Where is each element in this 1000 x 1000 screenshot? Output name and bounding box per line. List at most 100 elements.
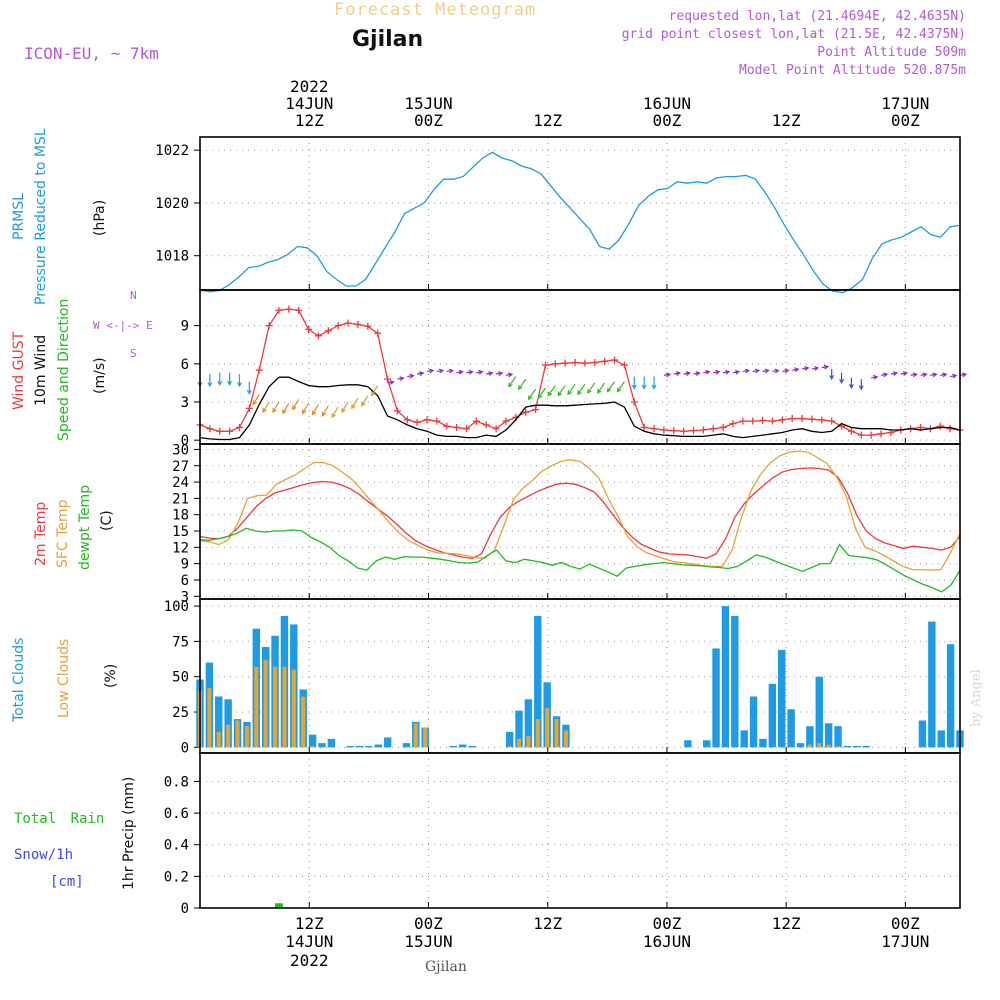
- wind-arrow-head: [705, 369, 711, 375]
- ytick-label-temperature: 30: [172, 442, 189, 458]
- gust-marker: [936, 422, 944, 430]
- wind-arrow-head: [321, 411, 327, 417]
- gust-marker: [551, 360, 559, 368]
- gust-marker: [709, 425, 717, 433]
- top-day-label: 16JUN: [643, 94, 691, 113]
- gust-marker: [314, 332, 322, 340]
- top-hour-label: 00Z: [652, 111, 681, 130]
- wind-arrow: [302, 402, 310, 414]
- bar-clouds-1: [817, 743, 822, 748]
- gust-marker: [640, 423, 648, 431]
- wind-arrow-head: [754, 368, 760, 374]
- ytick-label-clouds: 50: [172, 670, 189, 686]
- panel-frame-temperature: [199, 443, 961, 600]
- ytick-label-temperature: 6: [181, 573, 189, 589]
- wind-arrow-head: [764, 368, 770, 374]
- bottom-hour-label: 12Z: [533, 914, 562, 933]
- wind-arrow-head: [695, 371, 701, 376]
- gust-marker: [867, 431, 875, 439]
- wind-arrow-head: [227, 380, 233, 386]
- gust-marker: [749, 417, 757, 425]
- bar-clouds-0: [768, 683, 777, 748]
- bar-clouds-0: [787, 709, 795, 748]
- wind-arrow-head: [823, 364, 830, 370]
- ytick-label-temperature: 24: [172, 475, 189, 491]
- gust-marker: [788, 415, 796, 423]
- wind-arrow-head: [839, 378, 845, 384]
- wind-arrow: [311, 404, 319, 415]
- bar-clouds-1: [291, 669, 296, 748]
- bar-clouds-0: [740, 730, 748, 748]
- wind-arrow-head: [438, 368, 445, 374]
- gust-marker: [877, 430, 885, 438]
- wind-gust-label: Wind GUST: [11, 331, 27, 410]
- bar-clouds-0: [721, 606, 730, 748]
- wind-arrow-head: [246, 389, 252, 395]
- bar-clouds-1: [807, 744, 812, 748]
- wind-arrow-head: [794, 367, 800, 373]
- wind-arrow-head: [262, 407, 267, 414]
- wind-arrow: [272, 401, 280, 413]
- bar-clouds-0: [374, 744, 382, 748]
- ytick-label-wind: 9: [181, 319, 189, 335]
- wind-arrow-head: [361, 401, 366, 407]
- wind-arrow-head: [641, 384, 647, 390]
- top-day-label: 14JUN: [285, 94, 333, 113]
- bar-precip-0: [275, 903, 283, 908]
- wind-arrow-head: [468, 369, 474, 375]
- bottom-hour-label: 12Z: [295, 914, 324, 933]
- wind-arrow: [567, 383, 576, 395]
- wind-arrow-head: [912, 372, 918, 378]
- wind-arrow-head: [784, 368, 790, 374]
- gust-marker: [620, 361, 628, 369]
- footer-location: Gjilan: [425, 959, 467, 975]
- ytick-label-clouds: 75: [172, 634, 189, 650]
- prmsl-label: PRMSL: [11, 193, 27, 240]
- low-clouds-label: Low Clouds: [56, 638, 72, 718]
- wind-arrow-head: [873, 374, 879, 380]
- gust-marker: [798, 415, 806, 423]
- gust-marker: [305, 325, 313, 333]
- wind-unit-label: (m/s): [92, 357, 108, 394]
- bar-clouds-0: [515, 710, 523, 748]
- bar-clouds-0: [449, 745, 458, 748]
- gust-marker: [591, 359, 599, 367]
- gust-marker: [541, 361, 549, 369]
- wind-arrow-head: [282, 409, 287, 415]
- top-hour-label: 12Z: [295, 111, 324, 130]
- location-title: Gjilan: [352, 27, 424, 52]
- bar-clouds-1: [507, 745, 512, 748]
- bar-clouds-1: [273, 666, 278, 748]
- total-rain-label: Total Rain: [14, 811, 105, 827]
- wind-arrow-head: [507, 372, 514, 378]
- requested-coords: requested lon,lat (21.4694E, 42.4635N): [668, 9, 966, 24]
- bar-clouds-0: [806, 726, 814, 748]
- gust-marker: [393, 407, 401, 415]
- bar-clouds-1: [301, 696, 306, 748]
- bottom-hour-label: 00Z: [414, 914, 443, 933]
- wind-arrow-head: [587, 388, 592, 394]
- gust-marker: [818, 416, 826, 424]
- wind-arrow: [557, 385, 566, 396]
- bar-clouds-1: [216, 731, 221, 748]
- gust-marker: [324, 327, 332, 335]
- wind-arrow-head: [301, 409, 307, 415]
- wind-arrow: [528, 388, 537, 400]
- bar-clouds-1: [554, 719, 559, 748]
- ytick-label-clouds: 100: [164, 599, 189, 615]
- gust-marker: [502, 417, 510, 425]
- wind-arrow-head: [399, 376, 405, 382]
- wind-arrow: [616, 381, 625, 392]
- bar-clouds-0: [937, 730, 945, 748]
- bar-clouds-0: [843, 745, 852, 748]
- wind-arrow-head: [744, 368, 751, 374]
- gust-marker: [295, 306, 303, 314]
- wind-arrow: [321, 405, 329, 417]
- gust-marker: [828, 417, 836, 425]
- gust-marker: [245, 404, 253, 412]
- bar-clouds-0: [318, 743, 326, 748]
- bar-clouds-0: [946, 644, 955, 748]
- bar-clouds-0: [862, 745, 870, 748]
- gust-marker: [680, 427, 688, 435]
- wind-arrow-head: [207, 382, 213, 388]
